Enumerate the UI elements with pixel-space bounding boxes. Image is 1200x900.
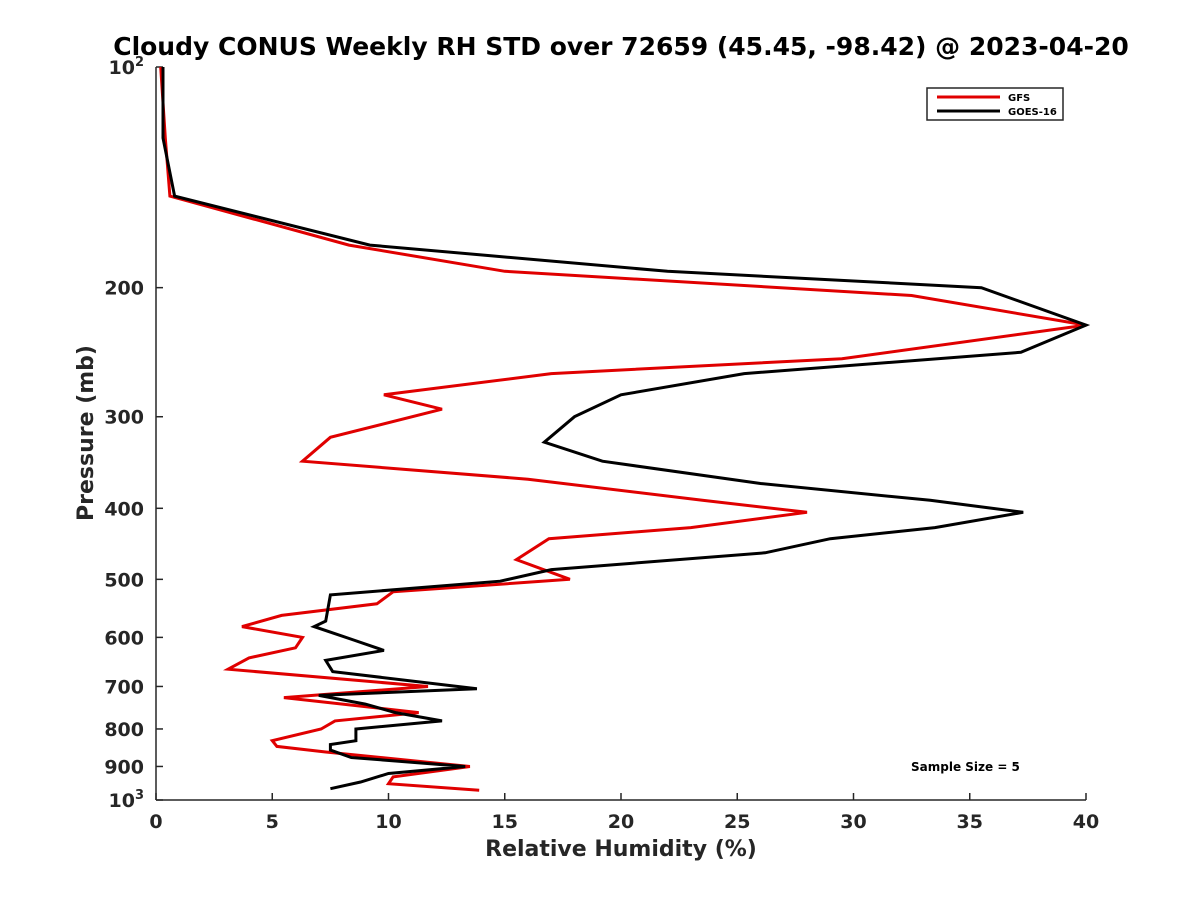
y-tick-label: 600: [104, 627, 144, 649]
x-tick-label: 10: [375, 811, 401, 833]
series-layer: [159, 66, 1091, 792]
x-tick-label: 15: [492, 811, 518, 833]
series-line-goes-16: [161, 67, 1091, 791]
x-tick-label: 40: [1073, 811, 1099, 833]
legend-box: [926, 87, 1064, 121]
x-tick-label: 30: [840, 811, 866, 833]
y-tick-label: 700: [104, 676, 144, 698]
x-tick-label: 0: [149, 811, 162, 833]
x-tick-label: 5: [266, 811, 279, 833]
y-axis: 102 200 300 400 500 600 700 800 900 103: [104, 55, 163, 812]
legend-label-gfs: GFS: [1008, 93, 1030, 104]
x-axis: 0 5 10 15 20 25 30 35 40: [149, 793, 1099, 833]
series-line-gfs: [159, 66, 1087, 792]
x-tick-label: 20: [608, 811, 634, 833]
y-tick-label: 900: [104, 756, 144, 778]
x-axis-label: Relative Humidity (%): [485, 837, 757, 862]
y-tick-label: 800: [104, 719, 144, 741]
y-tick-label: 200: [104, 278, 144, 300]
y-tick-label: 300: [104, 407, 144, 429]
legend-label-goes-16: GOES-16: [1008, 107, 1057, 118]
x-tick-label: 25: [724, 811, 750, 833]
axes-frame: [155, 67, 1086, 801]
y-tick-label: 103: [109, 788, 145, 812]
y-tick-label: 500: [104, 569, 144, 591]
plot-area: [156, 67, 1086, 800]
y-tick-label: 102: [109, 55, 145, 79]
x-tick-label: 35: [957, 811, 983, 833]
legend: GFS GOES-16: [926, 87, 1064, 121]
y-axis-label: Pressure (mb): [74, 345, 99, 521]
sample-size-annotation: Sample Size = 5: [911, 760, 1020, 774]
chart-title: Cloudy CONUS Weekly RH STD over 72659 (4…: [113, 32, 1129, 61]
y-tick-label: 400: [104, 498, 144, 520]
